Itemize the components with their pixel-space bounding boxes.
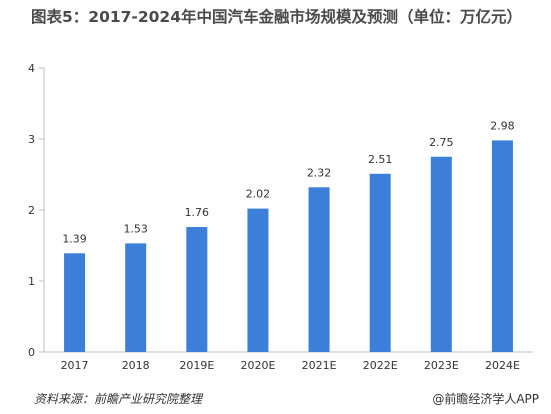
- source-note: 资料来源：前瞻产业研究院整理: [34, 392, 203, 406]
- bar-2020E: [247, 208, 269, 352]
- x-tick-label: 2019E: [179, 359, 214, 372]
- chart-axes: 0 1 2 3 4 2017 2018 2019E 2020E 2021E 2022E 2023E 20…: [28, 62, 533, 372]
- x-tick-label: 2020E: [240, 359, 275, 372]
- y-tick-label: 3: [28, 133, 35, 146]
- brand-credit: @前瞻经济学人APP: [432, 392, 539, 406]
- data-label-2024E: 2.98: [490, 119, 515, 132]
- data-label-2022E: 2.51: [368, 153, 393, 166]
- bar-2024E: [491, 140, 513, 352]
- x-tick-label: 2021E: [302, 359, 337, 372]
- y-tick-label: 1: [28, 275, 35, 288]
- data-label-2017: 1.39: [62, 232, 87, 245]
- bar-2018: [125, 243, 147, 352]
- data-label-2023E: 2.75: [429, 136, 454, 149]
- x-tick-label: 2022E: [363, 359, 398, 372]
- y-tick-label: 2: [28, 204, 35, 217]
- y-tick-label: 0: [28, 346, 35, 359]
- bar-2021E: [308, 187, 330, 352]
- data-label-2019E: 1.76: [185, 206, 210, 219]
- bar-series: [64, 140, 513, 352]
- x-tick-label: 2024E: [485, 359, 520, 372]
- bar-2017: [64, 253, 86, 352]
- bar-2022E: [369, 173, 391, 352]
- chart-title: 图表5：2017-2024年中国汽车金融市场规模及预测（单位：万亿元）: [31, 8, 522, 26]
- data-label-2020E: 2.02: [246, 188, 271, 201]
- x-tick-label: 2023E: [424, 359, 459, 372]
- bar-2019E: [186, 227, 208, 352]
- data-label-2021E: 2.32: [307, 166, 332, 179]
- y-tick-label: 4: [28, 62, 35, 75]
- x-tick-label: 2018: [122, 359, 150, 372]
- bar-2023E: [430, 156, 452, 352]
- data-label-2018: 1.53: [123, 222, 148, 235]
- data-labels: 1.39 1.53 1.76 2.02 2.32 2.51 2.75 2.98: [62, 119, 514, 245]
- x-tick-label: 2017: [61, 359, 89, 372]
